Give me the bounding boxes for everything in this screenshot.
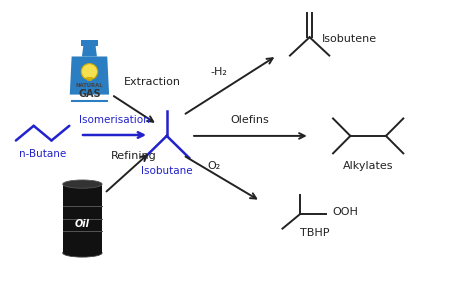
Circle shape [81, 64, 98, 80]
Text: Isobutane: Isobutane [141, 166, 192, 176]
Text: GAS: GAS [78, 89, 101, 99]
Text: Refining: Refining [110, 151, 156, 161]
Text: Isobutene: Isobutene [322, 34, 377, 44]
Text: Oil: Oil [75, 219, 90, 229]
Polygon shape [70, 56, 109, 95]
Polygon shape [63, 184, 102, 253]
Polygon shape [81, 40, 98, 46]
Text: -H₂: -H₂ [211, 67, 228, 77]
Text: Olefins: Olefins [231, 115, 270, 125]
Text: n-Butane: n-Butane [19, 149, 66, 158]
Ellipse shape [63, 249, 102, 257]
Ellipse shape [63, 180, 102, 188]
Text: Extraction: Extraction [124, 77, 181, 87]
Text: O₂: O₂ [207, 161, 220, 171]
Text: Alkylates: Alkylates [343, 161, 393, 171]
Text: OOH: OOH [332, 207, 358, 217]
Text: NATURAL: NATURAL [76, 83, 103, 88]
Text: TBHP: TBHP [300, 228, 329, 238]
Polygon shape [82, 46, 97, 56]
Text: Isomerisation: Isomerisation [79, 115, 150, 125]
